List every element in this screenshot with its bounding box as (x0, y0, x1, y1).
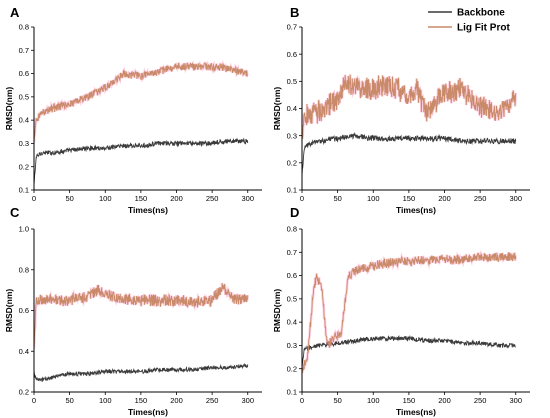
x-axis-title: Times(ns) (128, 407, 168, 417)
x-tick-label: 0 (32, 194, 36, 203)
y-tick-label: 0.1 (287, 388, 297, 397)
series-lig-fit-prot-b (302, 74, 517, 139)
legend-label: Lig Fit Prot (457, 23, 510, 34)
y-axis-title: RMSD(nm) (272, 289, 282, 333)
x-tick-label: 300 (509, 396, 522, 405)
y-tick-label: 0.7 (287, 23, 297, 32)
panel-c: 0 50 100 150 200 250 300 0.2 0.4 0.6 0.8 1.0 Times(n… (4, 205, 262, 417)
y-tick-label: 0.8 (19, 23, 29, 32)
x-tick-label: 100 (99, 194, 112, 203)
y-tick-label: 0.6 (287, 271, 297, 280)
y-tick-label: 0.1 (19, 186, 29, 195)
x-tick-label: 0 (32, 396, 36, 405)
y-tick-label: 0.6 (287, 50, 297, 59)
y-tick-label: 0.4 (19, 116, 29, 125)
legend: Backbone Lig Fit Prot (428, 8, 510, 34)
series-backbone-a (34, 137, 249, 185)
panel-letter: B (290, 5, 299, 20)
y-tick-label: 0.6 (19, 69, 29, 78)
x-tick-label: 200 (170, 396, 183, 405)
y-tick-label: 0.6 (19, 306, 29, 315)
series-glow-a (34, 59, 249, 143)
y-tick-label: 0.3 (287, 341, 297, 350)
series-lig-fit-prot-d (302, 252, 517, 374)
y-tick-label: 0.8 (19, 265, 29, 274)
x-tick-label: 300 (241, 194, 254, 203)
x-tick-label: 250 (206, 194, 219, 203)
panel-letter: C (10, 205, 20, 220)
x-tick-label: 50 (333, 396, 341, 405)
panel-b: 0 50 100 150 200 250 300 0.1 0.2 0.3 0.4 0.5 0.6 0.7 T… (272, 5, 530, 215)
series-backbone-c (34, 363, 249, 383)
y-tick-label: 0.2 (287, 158, 297, 167)
series-backbone-b (302, 131, 517, 176)
x-tick-label: 100 (367, 194, 380, 203)
y-tick-label: 0.3 (287, 131, 297, 140)
y-axis-title: RMSD(nm) (272, 87, 282, 131)
panel-letter: A (10, 5, 20, 20)
x-tick-label: 250 (474, 396, 487, 405)
x-tick-label: 100 (99, 396, 112, 405)
x-axis-title: Times(ns) (128, 205, 168, 215)
x-tick-label: 50 (65, 194, 73, 203)
x-tick-label: 200 (438, 194, 451, 203)
series-lig-fit-prot-a (34, 62, 248, 143)
x-tick-label: 250 (474, 194, 487, 203)
x-tick-label: 300 (509, 194, 522, 203)
x-tick-label: 150 (135, 194, 148, 203)
panel-a: 0 50 100 150 200 250 300 0.1 0.2 0.3 0.4 0.5 0.6 0.7 0… (4, 5, 262, 215)
y-tick-label: 0.2 (19, 162, 29, 171)
x-tick-label: 150 (403, 194, 416, 203)
panel-d: 0 50 100 150 200 250 300 0.1 0.2 0.3 0.4 0.5 0.6 0.7 0… (272, 205, 530, 417)
y-tick-label: 1.0 (19, 225, 29, 234)
y-tick-label: 0.1 (287, 186, 297, 195)
y-tick-label: 0.2 (287, 364, 297, 373)
legend-label: Backbone (457, 8, 505, 19)
y-tick-label: 0.5 (287, 294, 297, 303)
y-tick-label: 0.8 (287, 225, 297, 234)
y-tick-label: 0.5 (19, 92, 29, 101)
y-tick-label: 0.4 (287, 318, 297, 327)
x-tick-label: 50 (65, 396, 73, 405)
x-tick-label: 100 (367, 396, 380, 405)
y-axis-title: RMSD(nm) (4, 289, 14, 333)
x-axis-title: Times(ns) (396, 407, 436, 417)
series-glow-d (302, 249, 518, 374)
y-tick-label: 0.4 (19, 347, 29, 356)
y-tick-label: 0.7 (287, 248, 297, 257)
y-tick-label: 0.5 (287, 77, 297, 86)
x-tick-label: 150 (135, 396, 148, 405)
x-tick-label: 200 (170, 194, 183, 203)
series-lig-fit-prot-c (34, 283, 249, 349)
x-tick-label: 300 (241, 396, 254, 405)
y-axis-title: RMSD(nm) (4, 87, 14, 131)
x-tick-label: 0 (300, 194, 304, 203)
x-tick-label: 150 (403, 396, 416, 405)
y-tick-label: 0.4 (287, 104, 297, 113)
y-tick-label: 0.2 (19, 388, 29, 397)
x-tick-label: 50 (333, 194, 341, 203)
x-tick-label: 200 (438, 396, 451, 405)
y-tick-label: 0.3 (19, 139, 29, 148)
panel-letter: D (290, 205, 299, 220)
x-tick-label: 250 (206, 396, 219, 405)
series-backbone-d (302, 335, 516, 368)
x-axis-title: Times(ns) (396, 205, 436, 215)
x-tick-label: 0 (300, 396, 304, 405)
y-tick-label: 0.7 (19, 46, 29, 55)
